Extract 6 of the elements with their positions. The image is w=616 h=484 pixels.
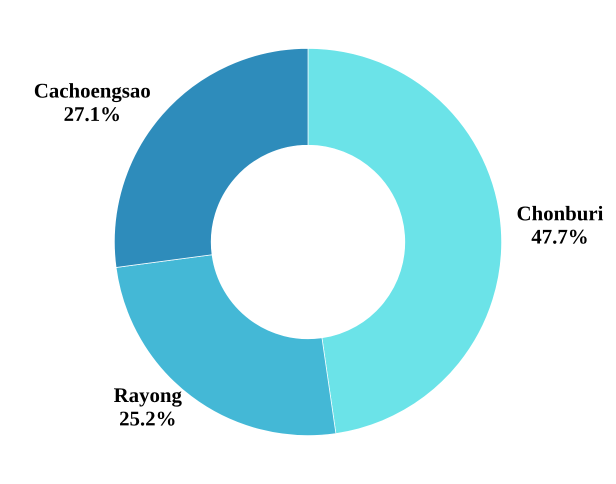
slice-label: Cachoengsao bbox=[34, 83, 150, 102]
data-label: 27.1% bbox=[64, 107, 119, 122]
data-label: 47.7% bbox=[532, 230, 587, 244]
data-label: 25.2% bbox=[120, 412, 174, 426]
slice-label: Chonburi bbox=[518, 206, 604, 221]
slice-label: Rayong bbox=[114, 388, 182, 407]
